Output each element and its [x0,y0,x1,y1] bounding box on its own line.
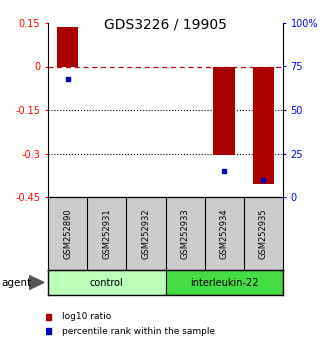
Text: percentile rank within the sample: percentile rank within the sample [62,327,215,336]
Text: GSM252931: GSM252931 [102,208,111,259]
Text: GSM252935: GSM252935 [259,208,268,259]
Text: GSM252890: GSM252890 [63,208,72,259]
Text: GSM252933: GSM252933 [181,208,190,259]
Polygon shape [29,275,44,290]
Text: agent: agent [2,278,32,287]
Text: log10 ratio: log10 ratio [62,313,112,321]
Text: interleukin-22: interleukin-22 [190,278,259,287]
Text: GSM252932: GSM252932 [141,208,150,259]
Bar [166,270,283,295]
Bar [48,270,166,295]
Bar [253,67,274,184]
Bar [213,67,235,155]
Text: GDS3226 / 19905: GDS3226 / 19905 [104,18,227,32]
Text: control: control [90,278,123,287]
Bar [57,27,78,67]
Text: GSM252934: GSM252934 [220,208,229,259]
